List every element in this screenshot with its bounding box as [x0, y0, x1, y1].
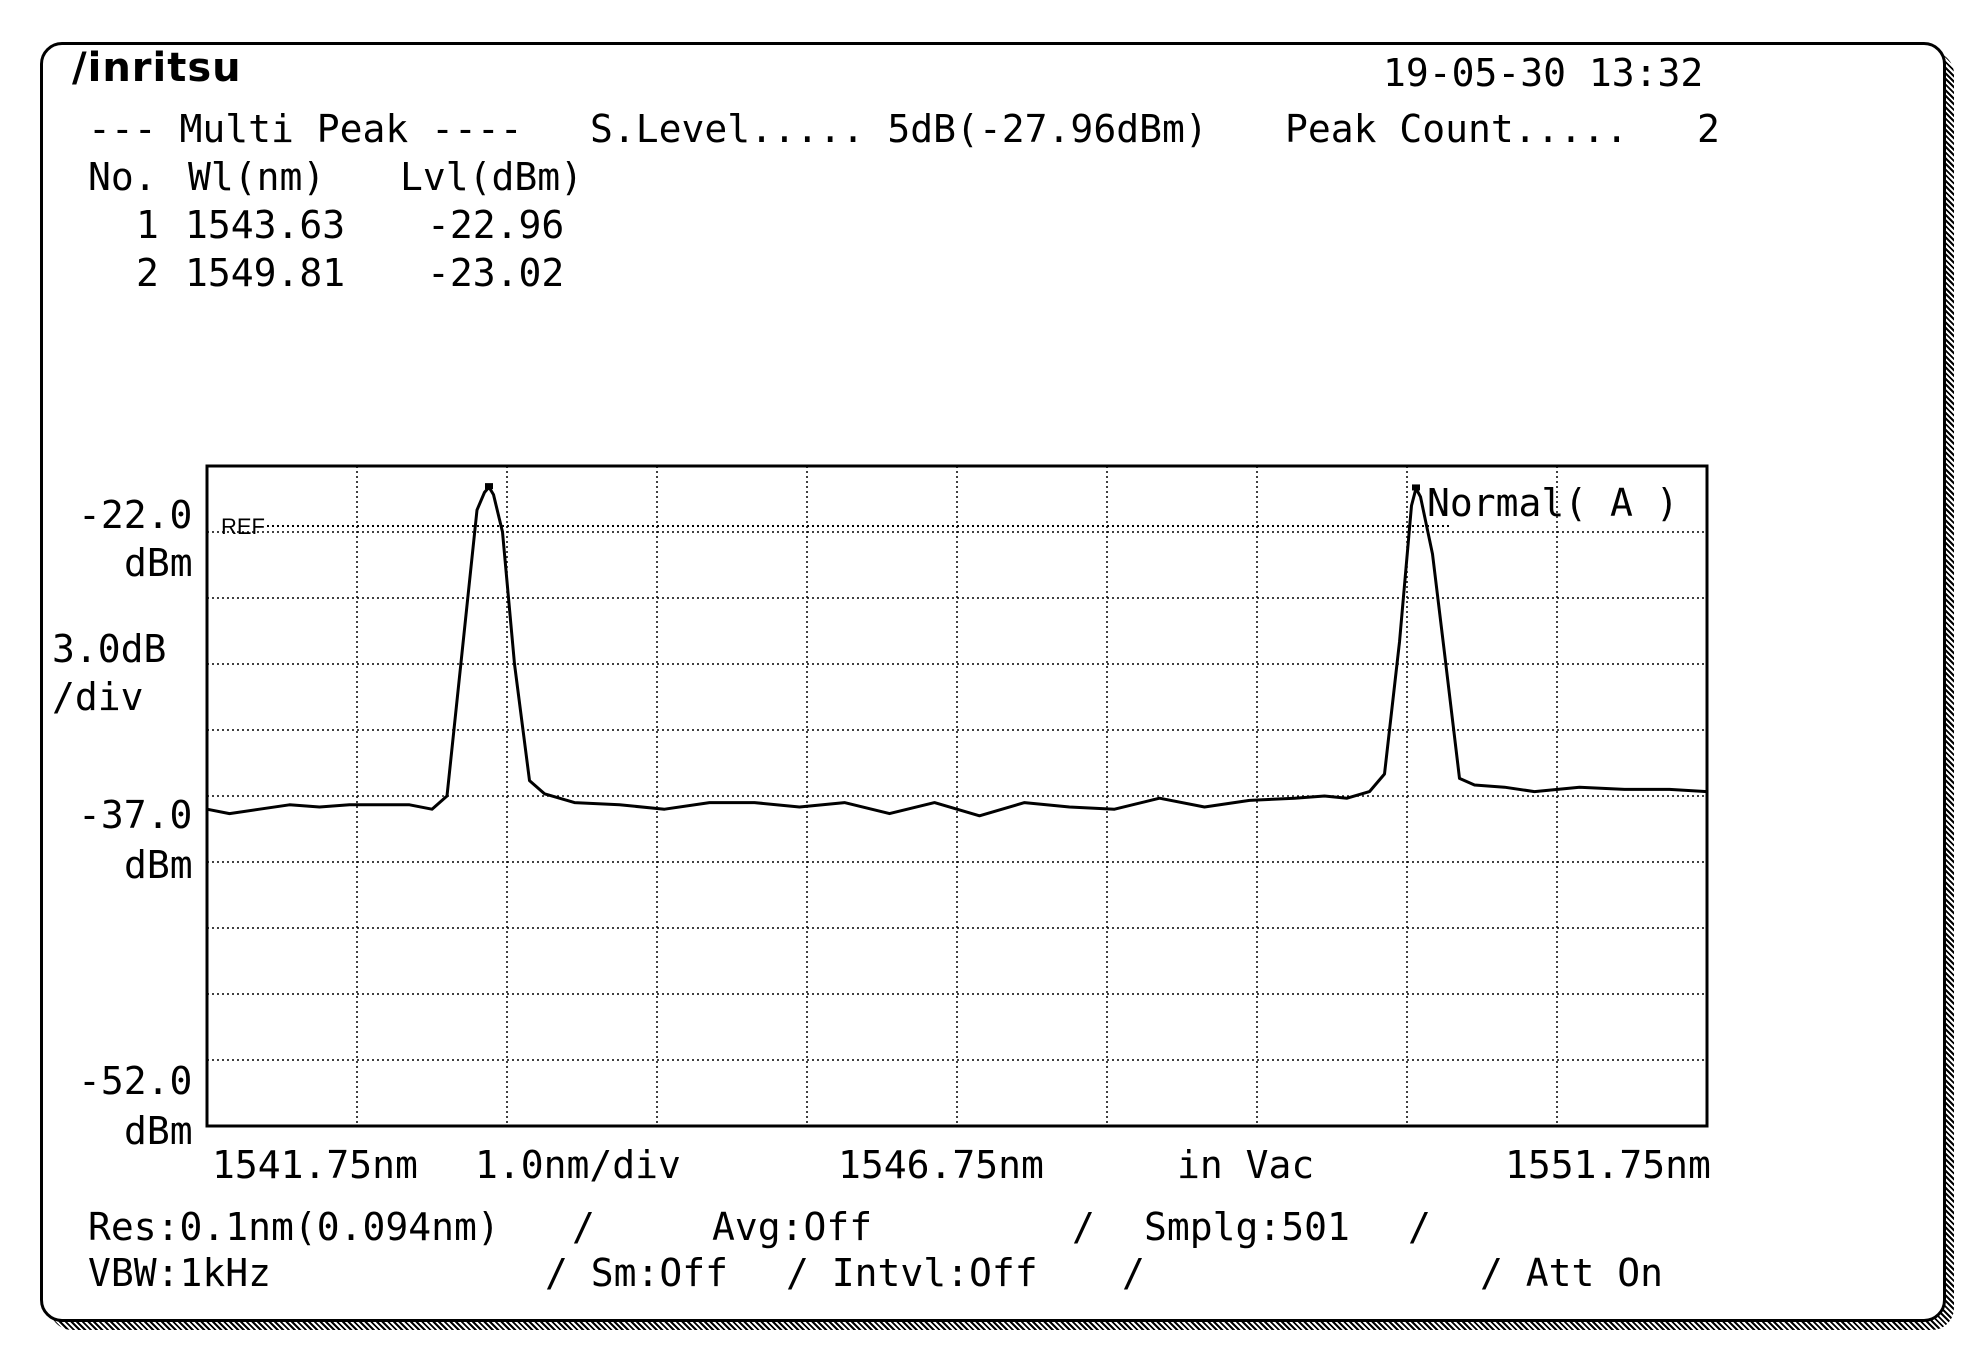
x-span-label: 1.0nm/div: [475, 1143, 681, 1187]
col-header-wl: Wl(nm): [188, 155, 326, 199]
footer-separator: /: [1072, 1205, 1095, 1249]
plot-frame: [205, 464, 1709, 1128]
peak-row-no: 2: [136, 251, 159, 295]
footer-average: Avg:Off: [712, 1205, 873, 1249]
peak-count-label: Peak Count.....: [1285, 107, 1629, 151]
footer-resolution: Res:0.1nm(0.094nm): [88, 1205, 500, 1249]
peak-row-lvl: -23.02: [427, 251, 565, 295]
peak-count-value: 2: [1697, 107, 1720, 151]
footer-separator: /: [572, 1205, 595, 1249]
x-medium-label: in Vac: [1177, 1143, 1315, 1187]
footer-interval: / Intvl:Off: [786, 1251, 1038, 1295]
peak-row-no: 1: [136, 203, 159, 247]
y-scale-unit: /div: [52, 675, 144, 719]
y-bot-value: -52.0: [78, 1059, 193, 1103]
peak-marker: [485, 483, 493, 490]
spectrum-trace: [206, 485, 1708, 818]
x-right-label: 1551.75nm: [1505, 1143, 1711, 1187]
peak-marker: [1412, 484, 1420, 491]
footer-smoothing: / Sm:Off: [545, 1251, 729, 1295]
y-top-value: -22.0: [78, 493, 193, 537]
y-mid-value: -37.0: [78, 793, 193, 837]
datetime: 19-05-30 13:32: [1383, 51, 1704, 95]
footer-attenuator: / Att On: [1480, 1251, 1664, 1295]
y-mid-unit: dBm: [124, 843, 193, 887]
y-scale: 3.0dB: [52, 627, 167, 671]
peak-row-wl: 1549.81: [185, 251, 346, 295]
peak-row-wl: 1543.63: [185, 203, 346, 247]
footer-sampling: Smplg:501: [1144, 1205, 1350, 1249]
footer-separator: /: [1122, 1251, 1145, 1295]
x-center-label: 1546.75nm: [838, 1143, 1044, 1187]
x-left-label: 1541.75nm: [212, 1143, 418, 1187]
brand-logo: /inritsu: [72, 45, 242, 91]
plot-grid: [207, 466, 1707, 1126]
col-header-lvl: Lvl(dBm): [400, 155, 584, 199]
col-header-no: No.: [88, 155, 157, 199]
trace-mode-label: Normal( A ): [1427, 481, 1679, 525]
y-bot-unit: dBm: [124, 1109, 193, 1153]
mode-label: --- Multi Peak ----: [88, 107, 523, 151]
footer-separator: /: [1408, 1205, 1431, 1249]
ref-marker-label: REF: [221, 514, 265, 539]
y-top-unit: dBm: [124, 541, 193, 585]
peak-row-lvl: -22.96: [427, 203, 565, 247]
peak-markers: [485, 483, 1420, 491]
search-level: S.Level..... 5dB(-27.96dBm): [590, 107, 1208, 151]
footer-vbw: VBW:1kHz: [88, 1251, 272, 1295]
